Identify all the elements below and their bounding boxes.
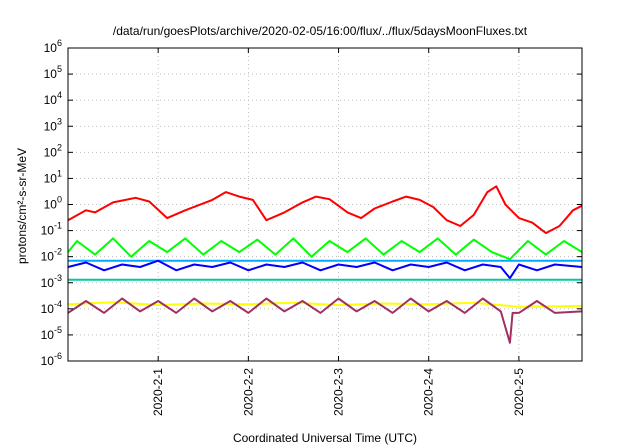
y-tick-exponent: -5 (54, 325, 62, 335)
y-tick-label: 101 (44, 168, 62, 185)
y-tick-exponent: 6 (57, 38, 62, 48)
chart-title: /data/run/goesPlots/archive/2020-02-05/1… (112, 24, 528, 38)
x-tick-label: 2020-2-1 (151, 368, 165, 416)
series-line-4 (67, 259, 583, 280)
y-tick-base: 10 (44, 67, 58, 81)
y-tick-exponent: 5 (57, 64, 62, 74)
y-tick-exponent: 2 (57, 142, 62, 152)
y-tick-label: 10-3 (41, 273, 62, 290)
y-tick-exponent: 3 (57, 116, 62, 126)
y-tick-label: 10-6 (41, 351, 62, 368)
y-tick-base: 10 (44, 145, 58, 159)
y-tick-base: 10 (44, 119, 58, 133)
y-tick-exponent: -1 (54, 221, 62, 231)
x-axis-label: Coordinated Universal Time (UTC) (232, 431, 418, 445)
x-tick-label: 2020-2-3 (332, 368, 346, 416)
y-tick-exponent: -4 (54, 299, 62, 309)
series-layer (67, 185, 583, 344)
y-tick-base: 10 (41, 354, 55, 368)
y-tick-exponent: -3 (54, 273, 62, 283)
x-tick-label: 2020-2-4 (422, 368, 436, 416)
series-line-1 (67, 185, 583, 235)
x-tick-label: 2020-2-5 (512, 368, 526, 416)
y-tick-label: 102 (44, 142, 62, 159)
y-tick-label: 10-1 (41, 221, 62, 238)
y-tick-base: 10 (41, 250, 55, 264)
y-tick-label: 106 (44, 38, 62, 55)
y-tick-base: 10 (44, 198, 58, 212)
y-tick-base: 10 (44, 93, 58, 107)
y-tick-base: 10 (41, 276, 55, 290)
series-line-2 (67, 237, 583, 261)
y-tick-label: 104 (44, 90, 62, 107)
series-line-6 (67, 301, 583, 308)
y-tick-base: 10 (41, 302, 55, 316)
y-tick-exponent: 4 (57, 90, 62, 100)
y-tick-exponent: -2 (54, 247, 62, 257)
y-tick-base: 10 (41, 328, 55, 342)
y-tick-base: 10 (44, 41, 58, 55)
y-tick-label: 10-4 (41, 299, 62, 316)
y-tick-exponent: 1 (57, 168, 62, 178)
y-tick-label: 10-2 (41, 247, 62, 264)
y-tick-label: 105 (44, 64, 62, 81)
axis-layer: 10-610-510-410-310-210-11001011021031041… (41, 38, 582, 416)
y-tick-label: 100 (44, 195, 62, 212)
y-tick-exponent: -6 (54, 351, 62, 361)
y-tick-base: 10 (44, 171, 58, 185)
series-line-7 (67, 297, 583, 344)
x-tick-label: 2020-2-2 (241, 368, 255, 416)
y-tick-label: 10-5 (41, 325, 62, 342)
y-tick-label: 103 (44, 116, 62, 133)
y-tick-exponent: 0 (57, 195, 62, 205)
y-tick-base: 10 (41, 224, 55, 238)
